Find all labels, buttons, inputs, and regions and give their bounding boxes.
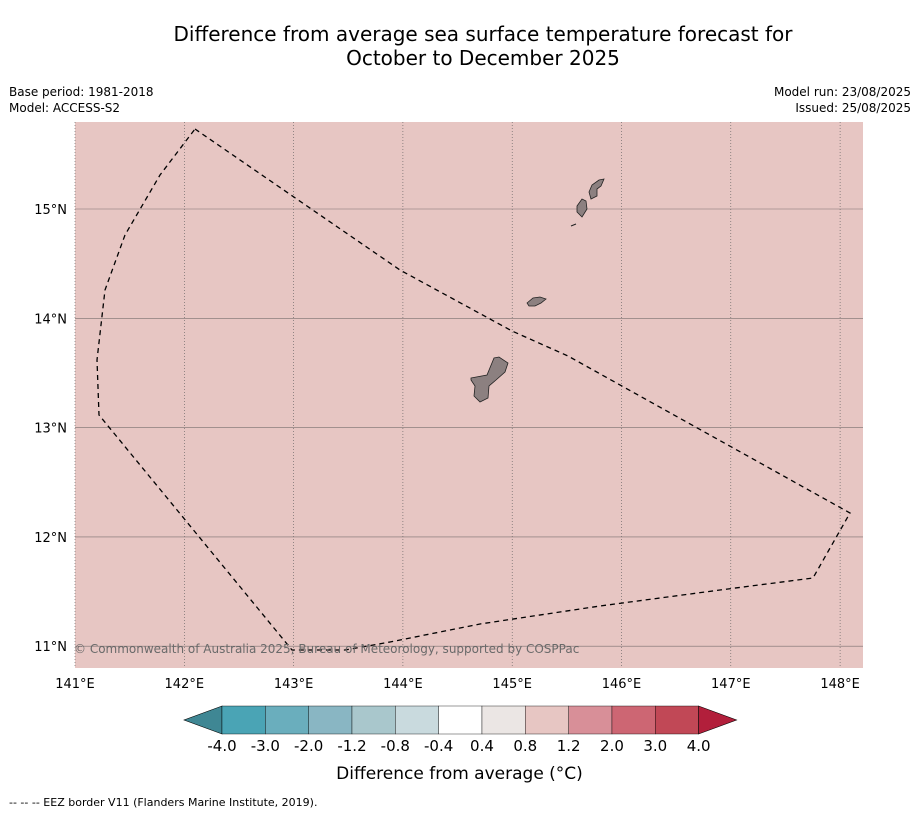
colorbar-tick-label: 0.8 <box>513 737 537 755</box>
base-period-text: Base period: 1981-2018 <box>9 85 154 99</box>
island-rota <box>526 296 547 307</box>
island-aguijan <box>570 223 577 227</box>
eez-border <box>96 128 851 651</box>
colorbar-segment <box>438 705 483 735</box>
eez-footnote: -- -- -- EEZ border V11 (Flanders Marine… <box>9 796 318 809</box>
y-tick-label: 12°N <box>34 531 67 546</box>
issued-text: Issued: 25/08/2025 <box>795 101 911 115</box>
colorbar-tick-label: 2.0 <box>600 737 624 755</box>
colorbar-segment <box>525 705 569 735</box>
colorbar-tick-label: -3.0 <box>251 737 280 755</box>
colorbar-segment <box>308 705 353 735</box>
title-line-1: Difference from average sea surface temp… <box>173 22 793 46</box>
colorbar-tick-label: -1.2 <box>337 737 366 755</box>
island-guam <box>470 356 509 403</box>
meta-left: Base period: 1981-2018 Model: ACCESS-S2 <box>9 84 154 116</box>
x-tick-label: 145°E <box>492 677 532 692</box>
colorbar-segment <box>351 705 396 735</box>
x-tick-label: 147°E <box>711 677 751 692</box>
colorbar-label: Difference from average (°C) <box>336 764 583 784</box>
x-tick-label: 144°E <box>383 677 423 692</box>
chart-title: Difference from average sea surface temp… <box>0 22 919 70</box>
colorbar-extend-high <box>698 705 738 735</box>
colorbar-extend-low <box>183 705 223 735</box>
x-tick-label: 142°E <box>165 677 205 692</box>
colorbar-tick-label: -0.4 <box>424 737 453 755</box>
copyright-text: © Commonwealth of Australia 2025, Bureau… <box>74 642 579 656</box>
colorbar-tick-label: 0.4 <box>470 737 494 755</box>
island-saipan <box>588 178 605 200</box>
colorbar-tick-label: 3.0 <box>643 737 667 755</box>
colorbar-segment <box>265 705 309 735</box>
colorbar-segment <box>395 705 439 735</box>
colorbar-segment <box>481 705 526 735</box>
colorbar-tick-label: 1.2 <box>557 737 581 755</box>
island-tinian <box>576 198 588 218</box>
model-text: Model: ACCESS-S2 <box>9 101 121 115</box>
title-line-2: October to December 2025 <box>346 46 620 70</box>
colorbar-tick-label: -4.0 <box>207 737 236 755</box>
colorbar-tick-label: -0.8 <box>381 737 410 755</box>
y-tick-label: 15°N <box>34 203 67 218</box>
map-background <box>75 122 863 668</box>
x-tick-label: 143°E <box>274 677 314 692</box>
colorbar-segment <box>611 705 656 735</box>
x-tick-label: 141°E <box>55 677 95 692</box>
y-tick-label: 13°N <box>34 422 67 437</box>
model-run-text: Model run: 23/08/2025 <box>773 85 911 99</box>
colorbar-segment <box>221 705 266 735</box>
colorbar-segment <box>655 705 699 735</box>
meta-right: Model run: 23/08/2025 Issued: 25/08/2025 <box>774 84 911 116</box>
x-tick-label: 146°E <box>602 677 642 692</box>
x-tick-label: 148°E <box>820 677 860 692</box>
y-tick-label: 11°N <box>34 640 67 655</box>
y-tick-label: 14°N <box>34 312 67 327</box>
colorbar-segment <box>568 705 613 735</box>
colorbar-tick-label: -2.0 <box>294 737 323 755</box>
colorbar-tick-label: 4.0 <box>687 737 711 755</box>
